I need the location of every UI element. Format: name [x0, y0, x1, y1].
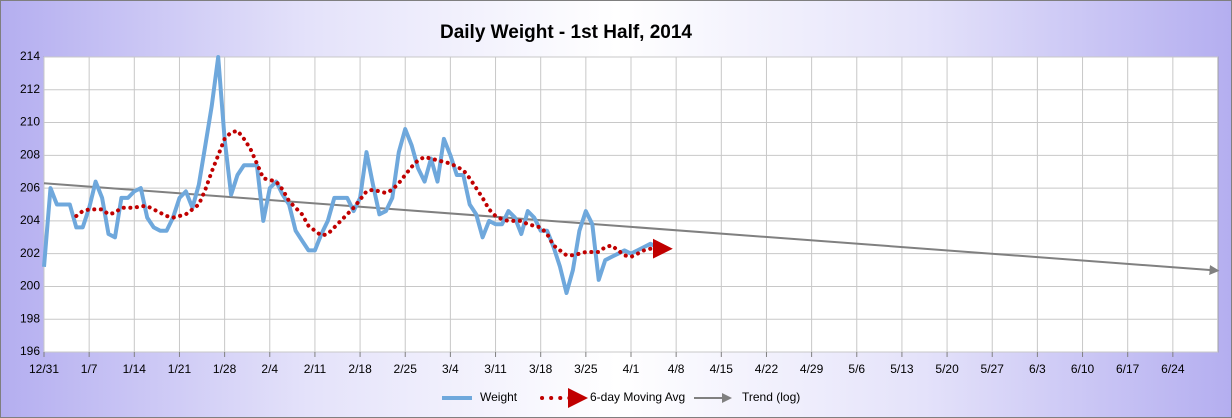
- x-tick-label: 4/1: [623, 362, 640, 376]
- series-line: [42, 55, 658, 295]
- x-tick-label: 2/4: [261, 362, 278, 376]
- y-tick-label: 214: [20, 49, 40, 63]
- x-tick-label: 12/31: [29, 362, 59, 376]
- chart-title: Daily Weight - 1st Half, 2014: [440, 22, 692, 43]
- y-tick-label: 204: [20, 213, 40, 227]
- y-tick-label: 202: [20, 246, 40, 260]
- series-line: [43, 182, 1220, 275]
- x-tick-label: 3/11: [484, 362, 507, 376]
- legend-label: 6-day Moving Avg: [590, 390, 685, 404]
- x-tick-label: 6/24: [1161, 362, 1185, 376]
- x-tick-label: 6/3: [1029, 362, 1046, 376]
- x-tick-label: 2/11: [304, 362, 327, 376]
- y-tick-label: 212: [20, 82, 40, 96]
- x-tick-label: 1/14: [123, 362, 147, 376]
- x-tick-label: 5/13: [890, 362, 914, 376]
- x-tick-label: 3/4: [442, 362, 459, 376]
- legend-label: Trend (log): [742, 390, 800, 404]
- y-tick-label: 206: [20, 180, 40, 194]
- x-tick-label: 3/18: [529, 362, 553, 376]
- y-tick-label: 210: [20, 115, 40, 129]
- x-tick-label: 2/18: [348, 362, 372, 376]
- y-tick-label: 196: [20, 344, 40, 358]
- x-tick-label: 6/10: [1071, 362, 1095, 376]
- x-tick-label: 4/29: [800, 362, 824, 376]
- y-tick-label: 208: [20, 148, 40, 162]
- x-tick-label: 4/8: [668, 362, 685, 376]
- x-tick-label: 2/25: [394, 362, 418, 376]
- x-tick-label: 5/6: [848, 362, 865, 376]
- x-tick-label: 1/21: [168, 362, 192, 376]
- series-line: [74, 128, 673, 260]
- x-tick-label: 6/17: [1116, 362, 1140, 376]
- y-tick-label: 198: [20, 311, 40, 325]
- x-tick-label: 1/7: [81, 362, 98, 376]
- legend-label: Weight: [480, 390, 518, 404]
- x-tick-label: 3/25: [574, 362, 598, 376]
- x-tick-label: 5/20: [935, 362, 959, 376]
- x-tick-label: 5/27: [981, 362, 1005, 376]
- y-tick-label: 200: [20, 279, 40, 293]
- x-tick-label: 1/28: [213, 362, 237, 376]
- x-tick-label: 4/15: [710, 362, 734, 376]
- x-tick-label: 4/22: [755, 362, 779, 376]
